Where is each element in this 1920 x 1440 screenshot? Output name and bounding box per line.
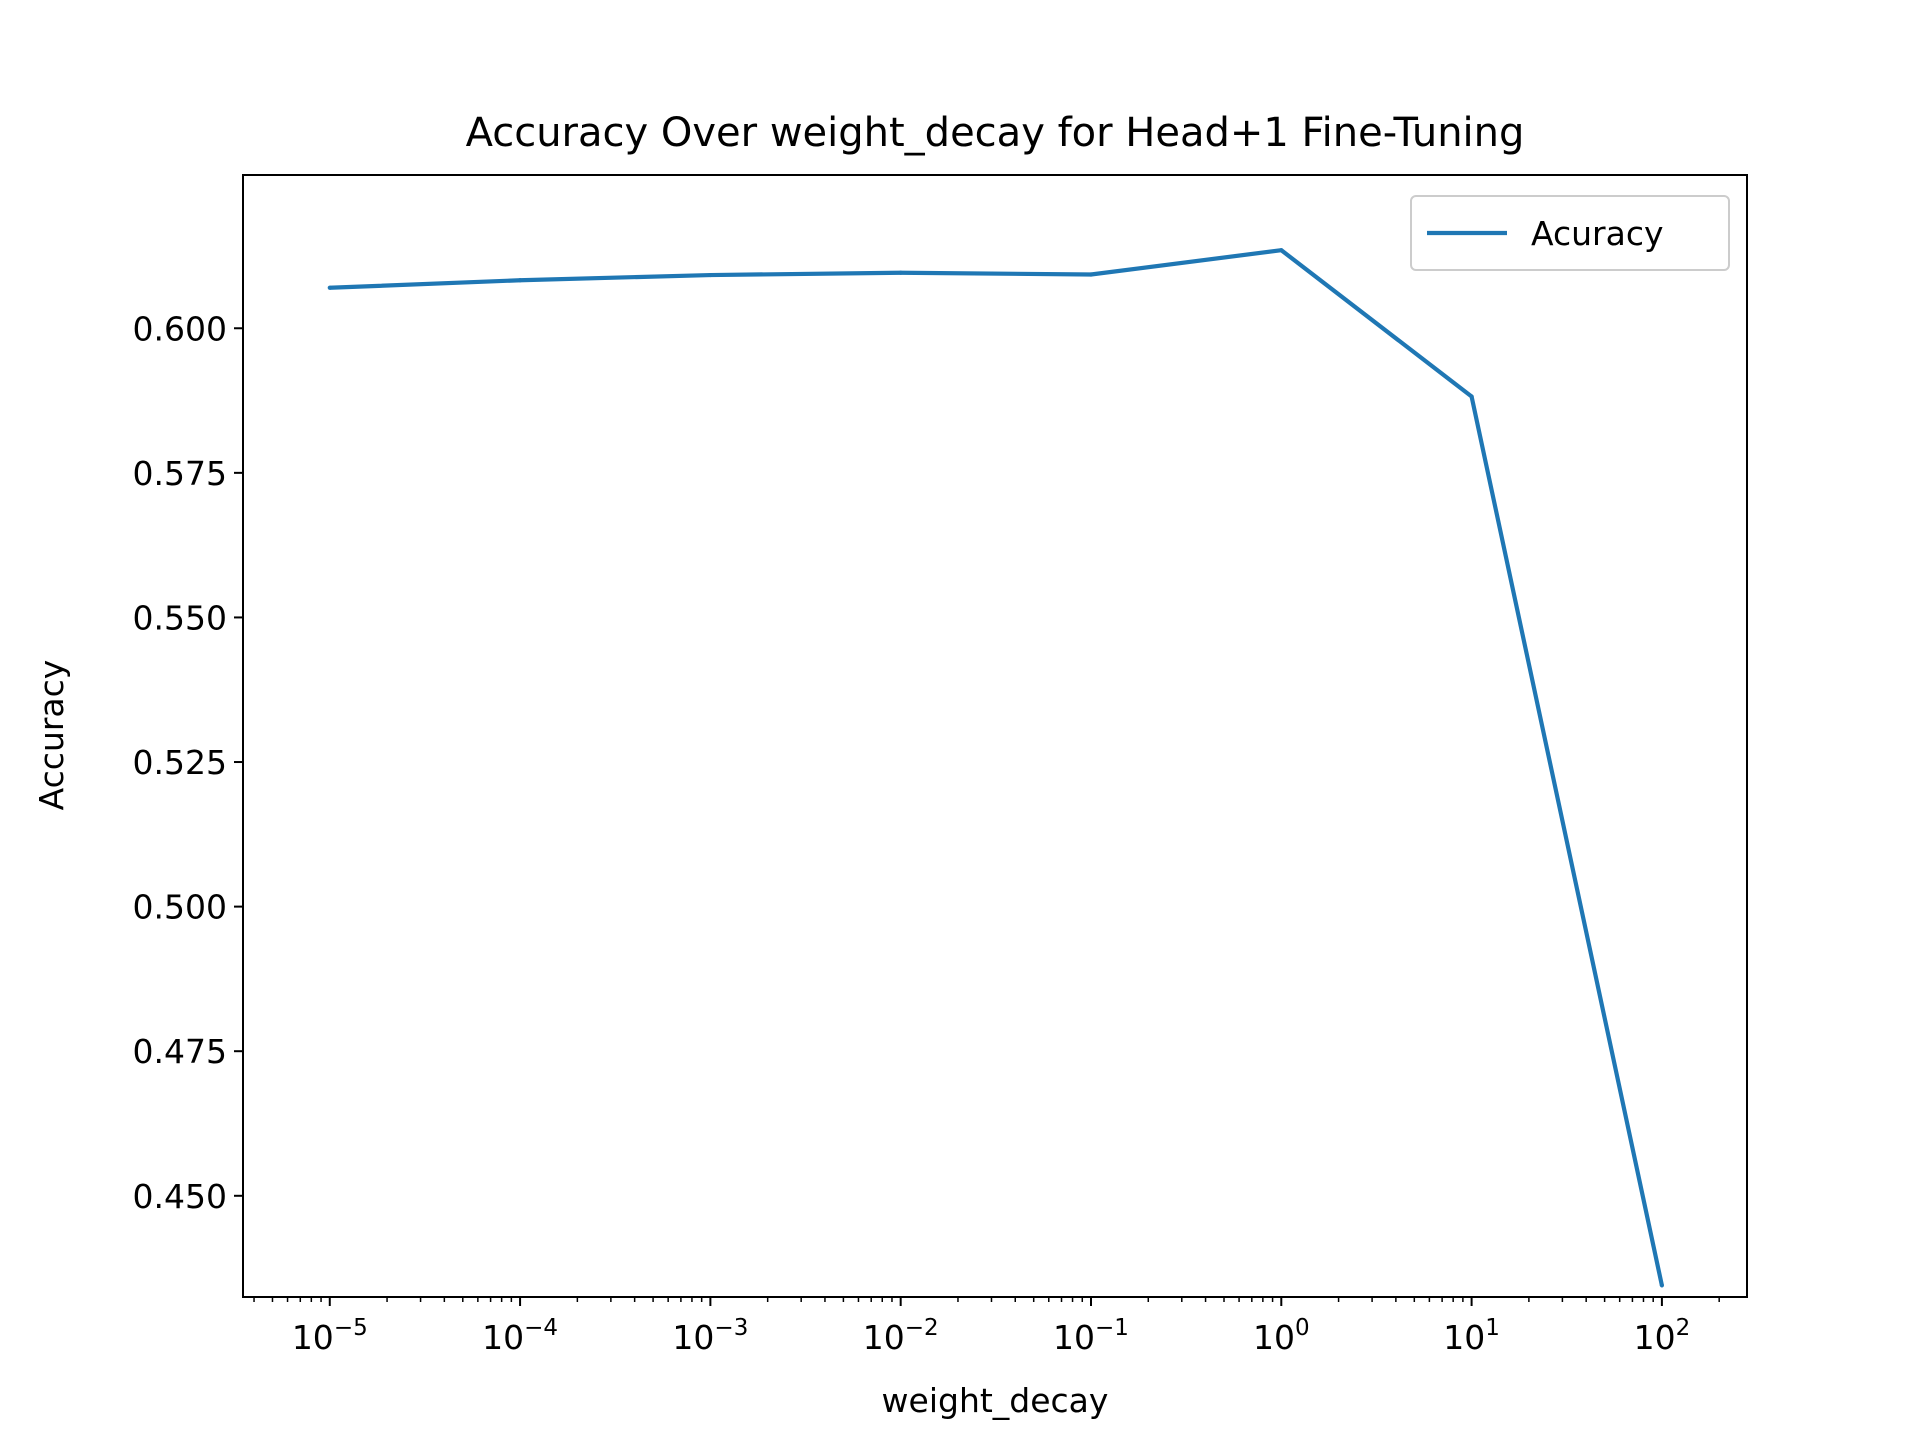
data-point <box>327 285 332 290</box>
x-tick-label: 100 <box>1253 1315 1310 1357</box>
legend-box <box>1410 195 1730 271</box>
data-point <box>1469 394 1474 399</box>
data-point <box>708 272 713 278</box>
x-tick-label: 10−1 <box>1053 1315 1129 1357</box>
x-tick-label: 10−3 <box>672 1315 748 1357</box>
axes-frame <box>242 174 1748 1298</box>
chart-title: Accuracy Over weight_decay for Head+1 Fi… <box>466 110 1525 156</box>
y-tick-label: 0.525 <box>133 743 227 782</box>
x-tick-label: 10−2 <box>863 1315 939 1357</box>
y-tick-label: 0.500 <box>133 888 227 927</box>
x-tick-label: 101 <box>1443 1315 1500 1357</box>
data-point <box>1279 248 1284 253</box>
series-line-0 <box>329 248 1664 1286</box>
data-point <box>517 278 523 283</box>
x-tick-label: 10−5 <box>292 1315 368 1357</box>
y-tick-label: 0.575 <box>133 454 227 493</box>
y-tick-label: 0.600 <box>133 309 227 348</box>
x-tick-label: 10−4 <box>482 1315 558 1357</box>
data-point <box>1659 1283 1665 1288</box>
y-tick-label: 0.475 <box>133 1032 227 1071</box>
legend-label: Acuracy <box>1531 214 1664 253</box>
plot-area: 0.450 0.475 0.500 0.525 0.550 0.575 0.600 10−5 1… <box>133 174 1748 1357</box>
x-axis-label: weight_decay <box>882 1381 1109 1420</box>
y-tick-label: 0.450 <box>133 1177 227 1216</box>
data-point <box>1088 272 1094 277</box>
x-tick-label: 102 <box>1634 1315 1691 1357</box>
y-axis-label: Accuracy <box>32 660 71 811</box>
data-point <box>898 270 903 275</box>
y-tick-label: 0.550 <box>133 598 227 637</box>
